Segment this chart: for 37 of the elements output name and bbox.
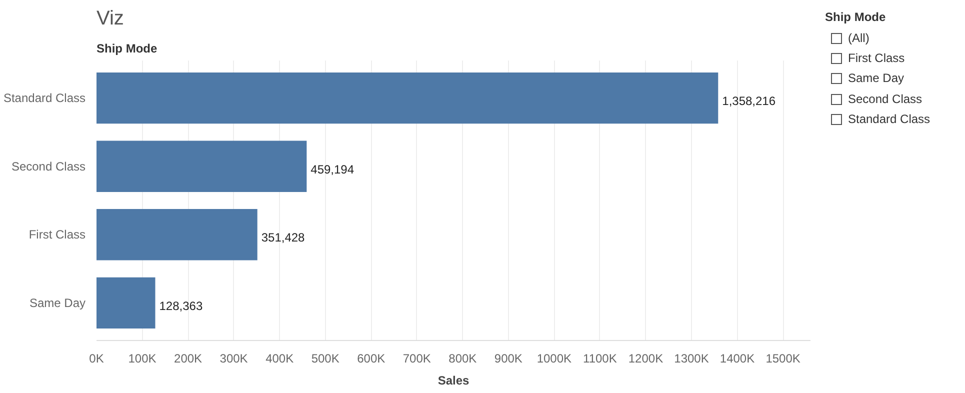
x-axis-title: Sales [438,374,470,388]
x-tick-label: 1000K [536,352,572,366]
text: Second Class [847,90,924,108]
y-tick-label: First Class [28,228,86,242]
x-tick-label: 900K [494,352,522,366]
data-label: 351,428 [261,230,306,245]
x-tick-label: 100K [128,352,156,366]
x-tick-label: 1100K [583,352,617,366]
y-tick-label: Standard Class [3,91,86,106]
text: Same Day [847,70,906,88]
data-label: 459,194 [310,162,354,176]
text: Standard Class [847,110,930,128]
bar [96,209,258,260]
y-tick-label: Second Class [11,159,86,174]
x-tick-label: 1500K [766,352,800,366]
bar [96,72,718,124]
bar [96,140,307,192]
x-tick-label: 1400K [720,352,755,366]
x-tick-label: 500K [311,352,340,366]
bar [96,277,156,329]
x-tick-label: 300K [220,352,248,366]
x-tick-label: 1300K [674,352,709,366]
x-tick-label: 1200K [628,352,664,366]
data-label: 1,358,216 [722,94,776,108]
x-tick-label: 700K [402,352,431,366]
chart-title: Viz [96,8,124,30]
y-axis-title: Ship Mode [96,42,158,56]
x-tick-label: 0K [89,352,104,366]
y-tick-label: Same Day [29,296,86,310]
x-tick-label: 800K [448,352,477,366]
text: First Class [847,50,906,68]
x-tick-label: 200K [174,352,202,366]
data-label: 128,363 [159,298,203,313]
text: (All) [847,30,870,48]
x-tick-label: 400K [266,352,294,366]
x-tick-label: 600K [357,352,386,366]
text: Ship Mode [825,9,887,26]
